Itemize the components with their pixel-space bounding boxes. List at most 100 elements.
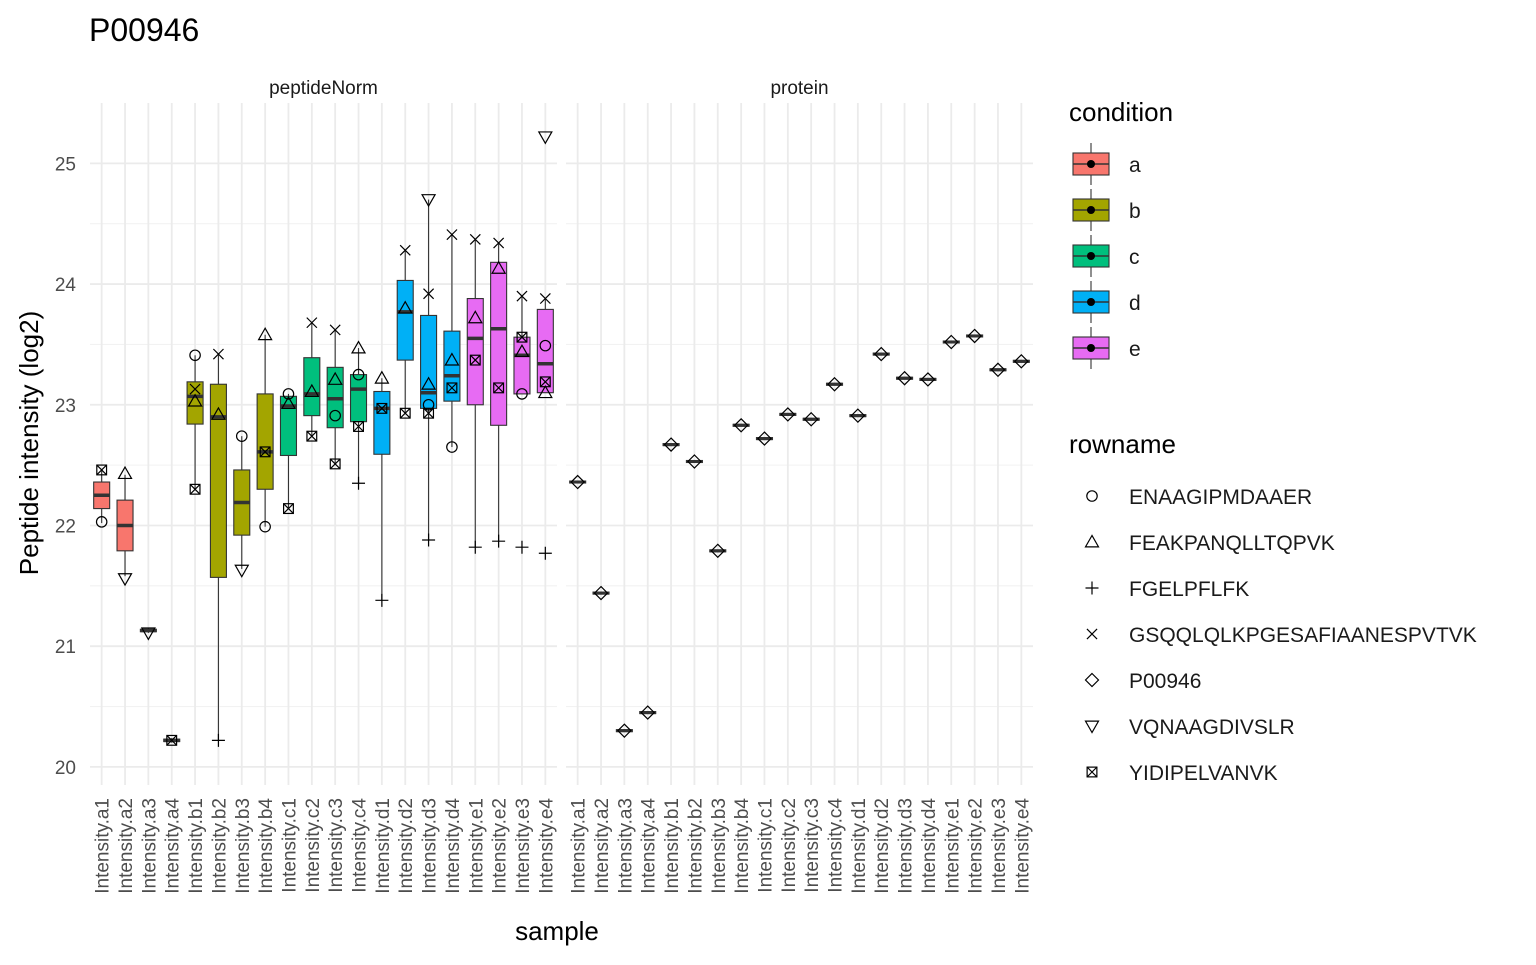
point-square-cross — [259, 446, 271, 458]
point-cross — [539, 293, 551, 305]
point-cross — [329, 324, 341, 336]
x-tick-label: Intensity.c2 — [303, 798, 324, 893]
protein-box-Intensity.b1 — [662, 437, 680, 452]
x-tick-label: Intensity.d1 — [849, 798, 870, 894]
point-triangle-down — [140, 627, 156, 641]
x-tick-label: Intensity.c1 — [279, 798, 300, 893]
point-square-cross — [493, 382, 505, 394]
x-tick-label: Intensity.b1 — [662, 798, 683, 894]
protein-box-Intensity.e1 — [942, 334, 960, 350]
panel-grid-peptideNorm — [90, 103, 557, 785]
point-diamond — [1013, 353, 1029, 369]
x-tick-label: Intensity.c3 — [802, 798, 823, 893]
box-Intensity.d3 — [420, 199, 438, 540]
point-diamond — [873, 346, 889, 362]
point-plus — [538, 546, 552, 560]
protein-box-Intensity.b4 — [732, 417, 750, 433]
y-tick-label: 22 — [55, 516, 76, 537]
x-tick-label: Intensity.e1 — [466, 798, 487, 894]
protein-box-Intensity.a1 — [569, 474, 587, 490]
rowname-legend-label: ENAAGIPMDAAER — [1129, 486, 1312, 509]
protein-box-Intensity.a3 — [615, 723, 633, 739]
legend-dot — [1087, 344, 1095, 352]
point-plus — [375, 593, 389, 607]
box-Intensity.b4 — [256, 334, 274, 527]
box-Intensity.c4 — [349, 348, 368, 484]
rowname-legend-item: VQNAAGDIVSLR — [1084, 716, 1295, 739]
box-body — [466, 297, 484, 406]
point-circle — [329, 409, 341, 422]
panel-strip-peptideNorm: peptideNorm — [269, 78, 378, 99]
point-square-cross-x — [189, 483, 201, 495]
point-triangle — [304, 383, 320, 397]
point-triangle — [257, 327, 273, 341]
rowname-legend-title: rowname — [1069, 429, 1176, 459]
point-square-cross-x — [540, 376, 551, 388]
condition-legend-item-a: a — [1072, 143, 1141, 185]
condition-legend-label: e — [1129, 338, 1141, 361]
legend-dot — [1087, 252, 1095, 260]
point-square-cross-x — [446, 382, 458, 394]
point-diamond — [733, 417, 749, 433]
point-cross — [469, 233, 481, 245]
protein-box-Intensity.c4 — [825, 376, 844, 392]
point-square-cross-x — [493, 382, 504, 394]
box-Intensity.a1 — [93, 469, 111, 524]
point-plus — [515, 540, 529, 554]
legend-shape-circle — [1086, 490, 1098, 502]
x-tick-label: Intensity.d3 — [420, 798, 441, 894]
box-Intensity.c3 — [326, 329, 344, 464]
protein-box-Intensity.c1 — [755, 431, 774, 446]
box-body — [443, 330, 461, 402]
box-body — [349, 374, 368, 423]
point-square-cross-x — [329, 458, 341, 470]
point-square-cross — [283, 503, 294, 515]
point-triangle-down — [537, 131, 553, 145]
point-square-cross-x — [399, 407, 411, 419]
y-tick-label: 21 — [55, 637, 76, 658]
rowname-legend-item: ENAAGIPMDAAER — [1086, 486, 1312, 509]
rowname-legend-label: FGELPFLFK — [1129, 578, 1249, 601]
point-triangle — [210, 406, 226, 420]
point-triangle — [397, 300, 413, 314]
box-Intensity.e1 — [466, 239, 484, 548]
legend-dot — [1087, 160, 1095, 168]
x-tick-label: Intensity.d4 — [919, 798, 940, 894]
point-diamond — [897, 370, 912, 386]
peptide-points — [95, 131, 553, 747]
point-diamond — [780, 407, 796, 422]
protein-box-Intensity.e4 — [1012, 353, 1030, 369]
point-diamond — [943, 334, 959, 350]
x-tick-label: Intensity.b4 — [256, 798, 277, 894]
x-tick-label: Intensity.e3 — [513, 798, 534, 894]
x-tick-label: Intensity.a4 — [639, 798, 660, 894]
point-plus — [492, 534, 506, 548]
point-circle — [516, 388, 528, 400]
condition-legend-title: condition — [1069, 97, 1173, 127]
legend-shape-diamond — [1084, 672, 1100, 688]
point-triangle — [514, 343, 530, 358]
point-square-cross — [306, 430, 318, 442]
protein-box-Intensity.d3 — [896, 370, 914, 386]
protein-box-Intensity.d1 — [849, 408, 867, 423]
rowname-legend-item: YIDIPELVANVK — [1086, 762, 1278, 785]
legend-shape-triangle-down — [1084, 720, 1100, 734]
point-circle — [95, 516, 108, 528]
protein-box-Intensity.b3 — [709, 543, 727, 559]
point-triangle — [467, 310, 483, 324]
condition-legend-label: c — [1129, 246, 1140, 269]
point-diamond — [990, 362, 1006, 378]
point-square-cross-x — [353, 421, 364, 432]
box-body — [303, 357, 321, 417]
point-square-cross — [353, 421, 364, 432]
legend-dot — [1087, 206, 1095, 214]
x-tick-label: Intensity.a3 — [615, 798, 636, 894]
point-triangle — [374, 370, 390, 384]
condition-legend-label: b — [1129, 200, 1141, 223]
box-Intensity.b1 — [186, 355, 204, 490]
point-square-cross — [166, 734, 178, 746]
x-tick-label: Intensity.b4 — [732, 798, 753, 894]
x-tick-label: Intensity.a1 — [93, 798, 114, 894]
point-circle — [539, 339, 552, 352]
point-diamond — [593, 585, 609, 601]
